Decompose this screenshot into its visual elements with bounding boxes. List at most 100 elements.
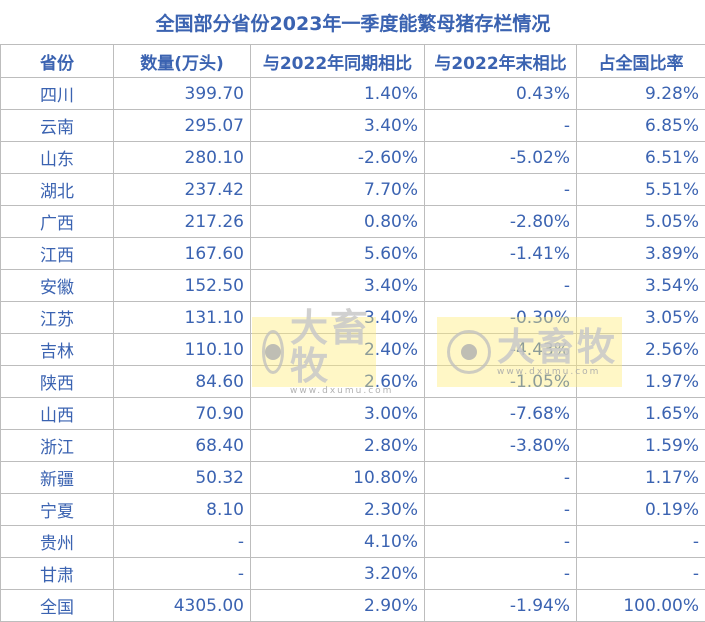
table-row: 云南 295.07 3.40% -6.85% bbox=[0, 109, 705, 142]
vs-year-end-cell: - bbox=[424, 173, 577, 206]
national-share-cell: 5.51% bbox=[576, 173, 705, 206]
vs-year-end-cell: -5.02% bbox=[424, 141, 577, 174]
national-share-cell: 100.00% bbox=[576, 589, 705, 622]
table-title: 全国部分省份2023年一季度能繁母猪存栏情况 bbox=[0, 0, 705, 45]
quantity-cell: - bbox=[113, 557, 251, 590]
national-share-cell: 1.65% bbox=[576, 397, 705, 430]
national-share-cell: 6.85% bbox=[576, 109, 705, 142]
province-cell: 江苏 bbox=[0, 301, 114, 334]
province-cell: 山东 bbox=[0, 141, 114, 174]
national-share-cell: 1.97% bbox=[576, 365, 705, 398]
vs-year-end-cell: -4.43% bbox=[424, 333, 577, 366]
quantity-cell: 84.60 bbox=[113, 365, 251, 398]
vs-year-end-cell: -2.80% bbox=[424, 205, 577, 238]
yoy-cell: 3.20% bbox=[250, 557, 425, 590]
province-cell: 湖北 bbox=[0, 173, 114, 206]
national-share-cell: 6.51% bbox=[576, 141, 705, 174]
province-cell: 宁夏 bbox=[0, 493, 114, 526]
vs-year-end-cell: -1.41% bbox=[424, 237, 577, 270]
national-share-cell: 5.05% bbox=[576, 205, 705, 238]
yoy-cell: 1.40% bbox=[250, 77, 425, 110]
national-share-cell: 3.89% bbox=[576, 237, 705, 270]
quantity-cell: - bbox=[113, 525, 251, 558]
province-cell: 云南 bbox=[0, 109, 114, 142]
quantity-cell: 237.42 bbox=[113, 173, 251, 206]
quantity-cell: 280.10 bbox=[113, 141, 251, 174]
national-share-cell: - bbox=[576, 557, 705, 590]
header-vs-year-end: 与2022年末相比 bbox=[424, 44, 577, 78]
table-row: 宁夏 8.10 2.30% -0.19% bbox=[0, 493, 705, 526]
yoy-cell: 2.90% bbox=[250, 589, 425, 622]
province-cell: 四川 bbox=[0, 77, 114, 110]
title-row: 全国部分省份2023年一季度能繁母猪存栏情况 bbox=[0, 0, 705, 45]
vs-year-end-cell: - bbox=[424, 493, 577, 526]
quantity-cell: 167.60 bbox=[113, 237, 251, 270]
table-row: 江苏 131.10 3.40% -0.30% 3.05% bbox=[0, 301, 705, 334]
table-row: 浙江 68.40 2.80% -3.80% 1.59% bbox=[0, 429, 705, 462]
quantity-cell: 110.10 bbox=[113, 333, 251, 366]
quantity-cell: 217.26 bbox=[113, 205, 251, 238]
province-cell: 贵州 bbox=[0, 525, 114, 558]
vs-year-end-cell: - bbox=[424, 525, 577, 558]
province-cell: 全国 bbox=[0, 589, 114, 622]
quantity-cell: 70.90 bbox=[113, 397, 251, 430]
vs-year-end-cell: -0.30% bbox=[424, 301, 577, 334]
quantity-cell: 295.07 bbox=[113, 109, 251, 142]
national-share-cell: 9.28% bbox=[576, 77, 705, 110]
vs-year-end-cell: - bbox=[424, 269, 577, 302]
quantity-cell: 50.32 bbox=[113, 461, 251, 494]
national-share-cell: 3.05% bbox=[576, 301, 705, 334]
yoy-cell: 0.80% bbox=[250, 205, 425, 238]
yoy-cell: 3.00% bbox=[250, 397, 425, 430]
vs-year-end-cell: 0.43% bbox=[424, 77, 577, 110]
yoy-cell: 5.60% bbox=[250, 237, 425, 270]
province-cell: 广西 bbox=[0, 205, 114, 238]
province-cell: 吉林 bbox=[0, 333, 114, 366]
table-row: 陕西 84.60 2.60% -1.05% 1.97% bbox=[0, 365, 705, 398]
table-row: 吉林 110.10 2.40% -4.43% 2.56% bbox=[0, 333, 705, 366]
table-row: 广西 217.26 0.80% -2.80% 5.05% bbox=[0, 205, 705, 238]
national-share-cell: 3.54% bbox=[576, 269, 705, 302]
yoy-cell: 3.40% bbox=[250, 301, 425, 334]
yoy-cell: 7.70% bbox=[250, 173, 425, 206]
national-share-cell: 0.19% bbox=[576, 493, 705, 526]
province-cell: 甘肃 bbox=[0, 557, 114, 590]
quantity-cell: 4305.00 bbox=[113, 589, 251, 622]
vs-year-end-cell: - bbox=[424, 557, 577, 590]
province-cell: 新疆 bbox=[0, 461, 114, 494]
national-share-cell: 1.17% bbox=[576, 461, 705, 494]
province-cell: 陕西 bbox=[0, 365, 114, 398]
vs-year-end-cell: -7.68% bbox=[424, 397, 577, 430]
national-share-cell: 2.56% bbox=[576, 333, 705, 366]
yoy-cell: 2.40% bbox=[250, 333, 425, 366]
province-cell: 安徽 bbox=[0, 269, 114, 302]
table-row: 山东 280.10 -2.60% -5.02% 6.51% bbox=[0, 141, 705, 174]
quantity-cell: 131.10 bbox=[113, 301, 251, 334]
header-yoy: 与2022年同期相比 bbox=[250, 44, 425, 78]
quantity-cell: 152.50 bbox=[113, 269, 251, 302]
yoy-cell: 4.10% bbox=[250, 525, 425, 558]
yoy-cell: 2.80% bbox=[250, 429, 425, 462]
yoy-cell: 2.60% bbox=[250, 365, 425, 398]
table-row: 新疆 50.32 10.80% -1.17% bbox=[0, 461, 705, 494]
table-row: 贵州 -4.10% - - bbox=[0, 525, 705, 558]
table-row: 安徽 152.50 3.40% -3.54% bbox=[0, 269, 705, 302]
vs-year-end-cell: - bbox=[424, 461, 577, 494]
header-quantity: 数量(万头) bbox=[113, 44, 251, 78]
national-share-cell: 1.59% bbox=[576, 429, 705, 462]
quantity-cell: 68.40 bbox=[113, 429, 251, 462]
province-cell: 江西 bbox=[0, 237, 114, 270]
table-row: 甘肃 -3.20% - - bbox=[0, 557, 705, 590]
header-row: 省份 数量(万头) 与2022年同期相比 与2022年末相比 占全国比率 bbox=[0, 44, 705, 78]
table-row: 四川 399.70 1.40% 0.43% 9.28% bbox=[0, 77, 705, 110]
province-cell: 浙江 bbox=[0, 429, 114, 462]
yoy-cell: 3.40% bbox=[250, 269, 425, 302]
national-share-cell: - bbox=[576, 525, 705, 558]
quantity-cell: 399.70 bbox=[113, 77, 251, 110]
yoy-cell: 2.30% bbox=[250, 493, 425, 526]
quantity-cell: 8.10 bbox=[113, 493, 251, 526]
national-total-row: 全国 4305.00 2.90% -1.94% 100.00% bbox=[0, 589, 705, 622]
province-cell: 山西 bbox=[0, 397, 114, 430]
